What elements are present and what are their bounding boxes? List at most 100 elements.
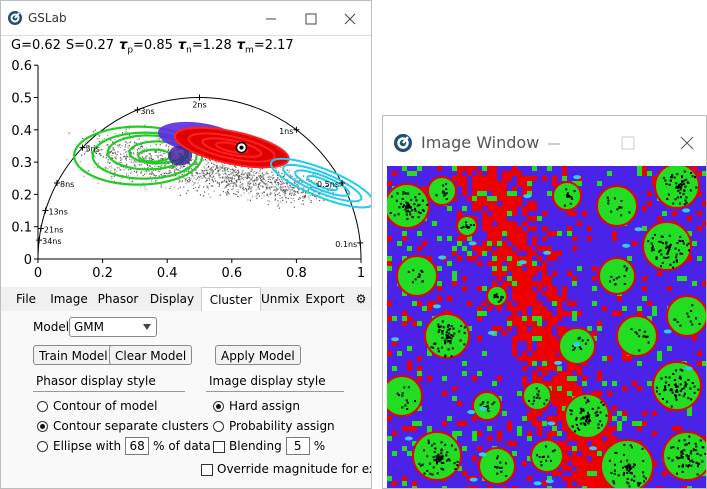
scatter-dot	[267, 184, 268, 185]
scatter-dot	[276, 187, 277, 188]
pixel-red	[597, 436, 602, 441]
scatter-dot	[258, 184, 259, 185]
scatter-dot	[247, 172, 248, 173]
pixel-black	[694, 386, 696, 388]
pixel-red	[557, 316, 562, 321]
pixel-black	[616, 277, 618, 279]
y-tick-label: 0.6	[11, 59, 32, 74]
number-field[interactable]: 5	[286, 437, 310, 455]
pixel-green	[662, 211, 667, 216]
pixel-green	[637, 306, 642, 311]
pixel-black	[538, 390, 540, 392]
pixel-black	[684, 199, 686, 201]
scatter-dot	[298, 199, 299, 200]
pixel-green	[417, 371, 422, 376]
pixel-red	[497, 216, 502, 221]
button[interactable]: Apply Model	[215, 345, 301, 365]
radio-button[interactable]	[37, 401, 48, 412]
pixel-black	[398, 213, 400, 215]
pixel-black	[442, 185, 444, 187]
tab[interactable]: Unmix	[261, 287, 299, 311]
scatter-dot	[180, 168, 181, 169]
pixel-black	[676, 242, 678, 244]
pixel-green	[567, 391, 572, 396]
tab[interactable]: Export	[301, 287, 349, 311]
scatter-dot	[310, 200, 311, 201]
scatter-dot	[223, 174, 224, 175]
scatter-dot	[266, 187, 267, 188]
pixel-red	[477, 261, 482, 266]
model-dropdown[interactable]: GMM	[69, 317, 157, 337]
pixel-red	[557, 401, 562, 406]
pixel-red	[422, 241, 427, 246]
pixel-red	[427, 306, 432, 311]
tab[interactable]: Display	[145, 287, 199, 311]
scatter-dot	[290, 189, 291, 190]
radio-button[interactable]	[37, 421, 48, 432]
pixel-red	[602, 306, 607, 311]
scatter-dot	[178, 169, 179, 170]
pixel-green	[572, 376, 577, 381]
pixel-black	[437, 324, 439, 326]
checkbox[interactable]	[201, 464, 213, 476]
pixel-black	[446, 460, 448, 462]
pixel-red	[407, 426, 412, 431]
radio-button[interactable]	[213, 421, 224, 432]
button[interactable]: Clear Model	[109, 345, 192, 365]
tab[interactable]: Cluster	[201, 287, 261, 311]
pixel-black	[683, 387, 685, 389]
pixel-black	[461, 227, 463, 229]
pixel-red	[532, 356, 537, 361]
pixel-green	[532, 316, 537, 321]
pixel-black	[570, 413, 572, 415]
scatter-dot	[147, 165, 148, 166]
pixel-red	[562, 466, 567, 471]
scatter-dot	[249, 183, 250, 184]
tab[interactable]: ⚙	[351, 287, 371, 311]
button[interactable]: Train Model	[33, 345, 114, 365]
window-controls[interactable]	[256, 9, 366, 29]
window-controls[interactable]	[538, 133, 703, 153]
radio-button[interactable]	[37, 441, 48, 452]
tab[interactable]: File	[9, 287, 43, 311]
checkbox[interactable]	[213, 441, 225, 453]
group-rule	[33, 391, 185, 392]
pixel-red	[532, 206, 537, 211]
pixel-red	[637, 386, 642, 391]
pixel-black	[631, 479, 633, 481]
tab[interactable]: Image	[47, 287, 91, 311]
pixel-black	[694, 176, 696, 178]
pixel-green	[482, 286, 487, 291]
scatter-dot	[137, 152, 138, 153]
pixel-green	[432, 221, 437, 226]
pixel-cyan	[438, 255, 446, 259]
pixel-red	[467, 256, 472, 261]
scatter-dot	[146, 170, 147, 171]
pixel-red	[582, 376, 587, 381]
pixel-black	[414, 208, 416, 210]
pixel-black	[455, 449, 457, 451]
scatter-dot	[227, 171, 228, 172]
pixel-black	[684, 393, 686, 395]
radio-button[interactable]	[213, 401, 224, 412]
scatter-dot	[122, 132, 123, 133]
pixel-red	[567, 446, 572, 451]
pixel-red	[557, 296, 562, 301]
pixel-red	[522, 301, 527, 306]
pixel-red	[572, 436, 577, 441]
pixel-black	[571, 410, 573, 412]
pixel-red	[577, 311, 582, 316]
tab[interactable]: Phasor	[93, 287, 143, 311]
pixel-green	[557, 431, 562, 436]
number-field[interactable]: 68	[125, 437, 149, 455]
scatter-dot	[266, 172, 267, 173]
pixel-black	[614, 470, 616, 472]
scatter-dot	[126, 160, 127, 161]
pixel-black	[624, 466, 626, 468]
option-label: Contour separate clusters	[53, 419, 209, 433]
pixel-red	[492, 216, 497, 221]
pixel-black	[633, 463, 635, 465]
scatter-dot	[225, 178, 226, 179]
scatter-dot	[202, 171, 203, 172]
scatter-dot	[160, 151, 161, 152]
